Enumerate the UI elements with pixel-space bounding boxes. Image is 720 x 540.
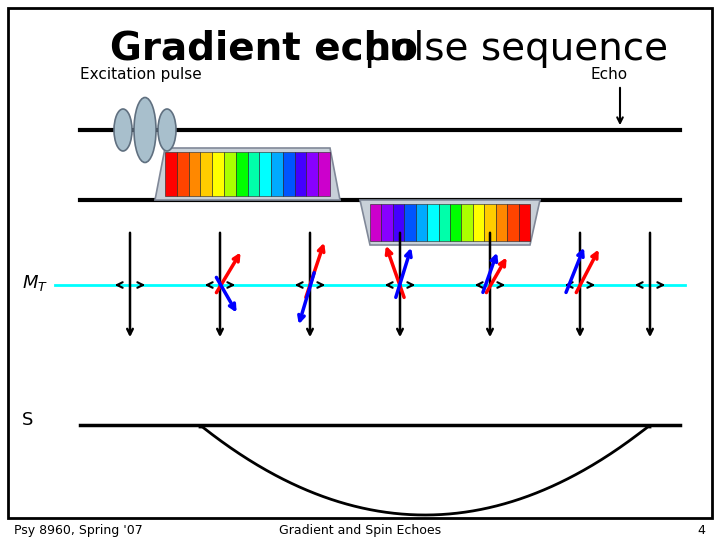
Bar [495,204,507,241]
Bar [307,152,318,196]
Text: Excitation pulse: Excitation pulse [80,67,202,82]
Polygon shape [155,148,340,200]
Ellipse shape [134,98,156,163]
Bar [415,204,427,241]
Bar [382,204,393,241]
Ellipse shape [158,109,176,151]
Bar [165,152,177,196]
Bar [485,204,495,241]
Bar [283,152,294,196]
Text: S: S [22,411,33,429]
Bar [259,152,271,196]
Text: Gradient and Spin Echoes: Gradient and Spin Echoes [279,524,441,537]
Bar [248,152,259,196]
Bar [271,152,283,196]
Text: Echo: Echo [590,67,627,82]
Bar [462,204,473,241]
Text: Gradient echo: Gradient echo [110,30,418,68]
Bar [212,152,224,196]
Bar [427,204,438,241]
Bar [473,204,485,241]
Bar [177,152,189,196]
Polygon shape [360,200,540,245]
Bar [450,204,462,241]
Bar [507,204,518,241]
Bar [370,204,382,241]
Bar [189,152,200,196]
Text: 4: 4 [698,524,706,537]
Bar [405,204,415,241]
Bar [294,152,307,196]
Bar [393,204,405,241]
Text: pulse sequence: pulse sequence [352,30,668,68]
Bar [235,152,248,196]
Bar [438,204,450,241]
Bar [200,152,212,196]
Text: $M_T$: $M_T$ [22,273,48,293]
Bar [318,152,330,196]
Bar [518,204,530,241]
Ellipse shape [114,109,132,151]
Bar [224,152,235,196]
Text: Psy 8960, Spring '07: Psy 8960, Spring '07 [14,524,143,537]
